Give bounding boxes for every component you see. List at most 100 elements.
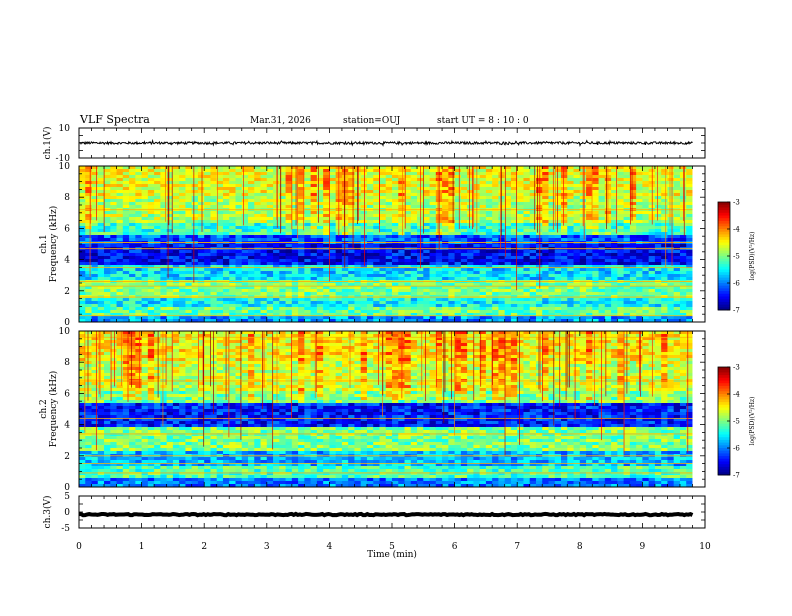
spectrogram-cell	[254, 223, 261, 226]
spectrogram-cell	[442, 166, 449, 169]
spectrogram-cell	[204, 292, 211, 295]
spectrogram-cell	[386, 178, 393, 181]
spectrogram-cell	[117, 202, 124, 205]
spectrogram-cell	[592, 211, 599, 214]
spectrogram-cell	[123, 226, 130, 229]
spectrogram-cell	[129, 256, 136, 259]
spectrogram-cell	[286, 181, 293, 184]
spectrogram-cell	[561, 232, 568, 235]
spectrogram-cell	[85, 316, 92, 319]
spectrogram-cell	[110, 214, 117, 217]
spectrogram-cell	[411, 178, 418, 181]
spectrogram-cell	[354, 310, 361, 313]
spectrogram-cell	[417, 301, 424, 304]
spectrogram-cell	[304, 175, 311, 178]
spectrogram-cell	[98, 217, 105, 220]
spectrogram-cell	[129, 211, 136, 214]
spectrogram-cell	[386, 256, 393, 259]
spectrogram-cell	[455, 175, 462, 178]
spectrogram-cell	[148, 271, 155, 274]
spectrogram-cell	[217, 277, 224, 280]
spectrogram-cell	[617, 190, 624, 193]
spectrogram-cell	[223, 271, 230, 274]
spectrogram-cell	[630, 277, 637, 280]
spectrogram-cell	[373, 265, 380, 268]
spectrogram-cell	[574, 238, 581, 241]
spectrogram-cell	[655, 268, 662, 271]
spectrogram-cell	[605, 277, 612, 280]
spectrogram-cell	[248, 181, 255, 184]
spectrogram-cell	[179, 229, 186, 232]
spectrogram-cell	[398, 289, 405, 292]
spectrogram-cell	[492, 307, 499, 310]
spectrogram-cell	[630, 229, 637, 232]
spectrogram-cell	[192, 232, 199, 235]
spectrogram-cell	[348, 196, 355, 199]
spectrogram-cell	[304, 166, 311, 169]
spectrogram-cell	[486, 307, 493, 310]
spectrogram-cell	[555, 292, 562, 295]
spectrogram-cell	[354, 298, 361, 301]
spectrogram-cell	[311, 184, 318, 187]
spectrogram-cell	[599, 289, 606, 292]
spectrogram-cell	[367, 292, 374, 295]
spectrogram-cell	[392, 226, 399, 229]
spectrogram-cell	[98, 211, 105, 214]
spectrogram-cell	[498, 193, 505, 196]
spectrogram-cell	[517, 169, 524, 172]
spectrogram-cell	[492, 184, 499, 187]
spectrogram-cell	[323, 175, 330, 178]
spectrogram-cell	[592, 238, 599, 241]
spectrogram-cell	[617, 298, 624, 301]
spectrogram-cell	[248, 187, 255, 190]
spectrogram-cell	[236, 259, 243, 262]
spectrogram-cell	[198, 196, 205, 199]
spectrogram-cell	[185, 205, 192, 208]
spectrogram-cell	[123, 304, 130, 307]
spectrogram-cell	[617, 301, 624, 304]
spectrogram-cell	[179, 166, 186, 169]
spectrogram-cell	[567, 265, 574, 268]
spectrogram-cell	[455, 238, 462, 241]
spectrogram-cell	[455, 307, 462, 310]
spectrogram-cell	[592, 274, 599, 277]
spectrogram-cell	[411, 205, 418, 208]
spectrogram-cell	[286, 301, 293, 304]
spectrogram-cell	[117, 220, 124, 223]
spectrogram-cell	[167, 256, 174, 259]
spectrogram-cell	[261, 271, 268, 274]
spectrogram-cell	[605, 268, 612, 271]
spectrogram-cell	[267, 265, 274, 268]
spectrogram-cell	[336, 238, 343, 241]
spectrogram-cell	[286, 214, 293, 217]
spectrogram-cell	[110, 193, 117, 196]
spectrogram-cell	[448, 292, 455, 295]
spectrogram-cell	[154, 292, 161, 295]
spectrogram-cell	[661, 220, 668, 223]
spectrogram-cell	[642, 175, 649, 178]
spectrogram-cell	[79, 253, 86, 256]
spectrogram-cell	[179, 172, 186, 175]
spectrogram-cell	[423, 190, 430, 193]
spectrogram-cell	[261, 250, 268, 253]
spectrogram-cell	[436, 301, 443, 304]
spectrogram-cell	[323, 298, 330, 301]
spectrogram-cell	[117, 199, 124, 202]
spectrogram-cell	[267, 196, 274, 199]
spectrogram-cell	[492, 262, 499, 265]
spectrogram-cell	[261, 277, 268, 280]
spectrogram-cell	[430, 259, 437, 262]
spectrogram-cell	[467, 232, 474, 235]
spectrogram-cell	[286, 196, 293, 199]
spectrogram-cell	[286, 256, 293, 259]
spectrogram-cell	[517, 265, 524, 268]
spectrogram-cell	[599, 235, 606, 238]
spectrogram-cell	[185, 226, 192, 229]
spectrogram-cell	[517, 226, 524, 229]
spectrogram-cell	[430, 265, 437, 268]
spectrogram-cell	[142, 244, 149, 247]
spectrogram-cell	[617, 244, 624, 247]
spectrogram-cell	[473, 310, 480, 313]
spectrogram-cell	[592, 298, 599, 301]
spectrogram-cell	[254, 250, 261, 253]
